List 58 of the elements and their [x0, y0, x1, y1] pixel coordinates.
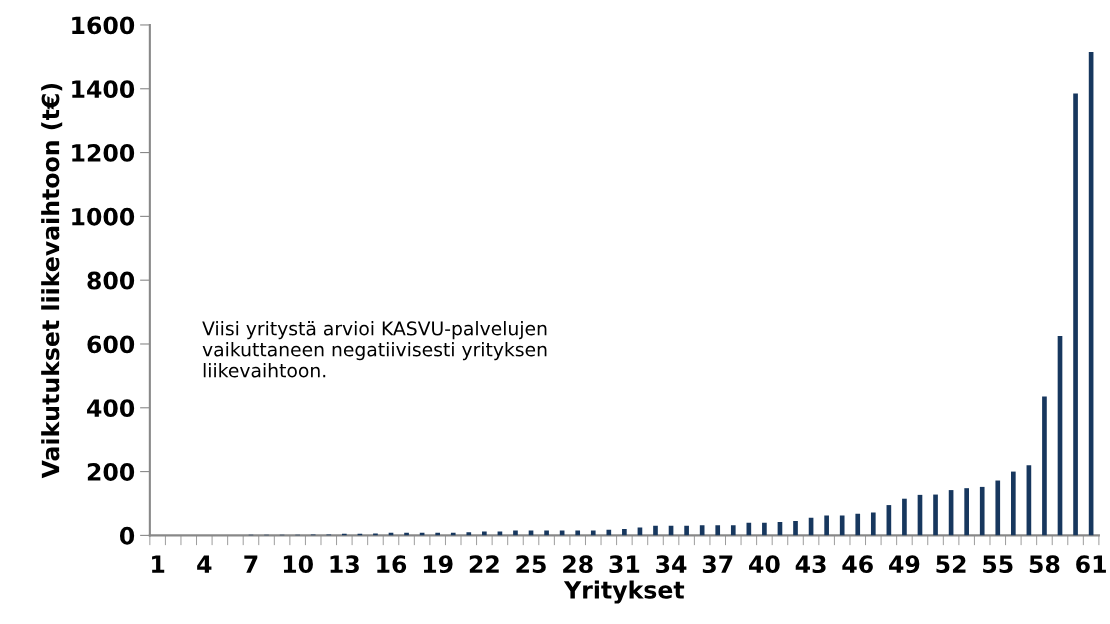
bar — [544, 530, 549, 536]
bar — [995, 480, 1001, 536]
x-tick-label: 49 — [889, 555, 920, 574]
bar — [839, 515, 845, 536]
bar — [1011, 471, 1016, 536]
bar — [902, 498, 907, 536]
x-axis-title: Yritykset — [563, 580, 685, 604]
bar — [575, 530, 581, 536]
x-tick-label: 37 — [702, 555, 733, 574]
y-tick-label: 1600 — [72, 16, 135, 35]
y-tick-label: 0 — [119, 526, 135, 545]
bar — [793, 521, 798, 536]
bar — [762, 522, 767, 536]
x-tick-label: 31 — [609, 555, 640, 574]
x-tick-label: 43 — [795, 555, 826, 574]
bar — [606, 529, 612, 536]
x-tick-label: 46 — [842, 555, 873, 574]
x-tick-label: 19 — [423, 555, 453, 574]
x-tick-label: 55 — [983, 555, 1013, 574]
x-tick-label: 16 — [377, 555, 407, 574]
x-tick-label: 40 — [749, 555, 780, 574]
bar — [964, 488, 969, 536]
x-tick-label: 7 — [244, 555, 258, 573]
x-tick-label: 4 — [197, 555, 212, 573]
bar — [933, 494, 938, 536]
bar — [870, 512, 876, 536]
y-tick-label: 1200 — [72, 144, 135, 162]
y-tick-label: 400 — [87, 399, 135, 418]
y-tick-label: 200 — [87, 463, 135, 481]
y-tick-label: 1400 — [72, 80, 135, 99]
bar — [653, 525, 658, 536]
x-tick-label: 10 — [283, 555, 313, 574]
y-tick-label: 800 — [87, 271, 135, 290]
bar — [855, 513, 861, 536]
bar — [513, 530, 518, 536]
bar — [730, 525, 736, 536]
x-tick-label: 25 — [516, 555, 546, 574]
bar — [1073, 93, 1078, 536]
y-tick-label: 600 — [87, 335, 135, 354]
y-tick-label: 1000 — [72, 207, 135, 226]
bar — [1042, 396, 1047, 536]
bar — [590, 530, 596, 536]
bar — [622, 529, 627, 536]
y-axis-title: Vaikutukset liikevaihtoon (t€) — [41, 83, 63, 479]
x-tick-label: 61 — [1076, 555, 1106, 574]
bar — [979, 486, 985, 536]
annotation: Viisi yritystä arvioi KASVU-palvelujen vaikuttaneen negatiivisesti yrityksen liikevaihtoon. — [202, 321, 547, 378]
x-tick-label: 34 — [656, 555, 687, 574]
x-tick-label: 1 — [152, 555, 165, 573]
bar — [715, 525, 721, 536]
x-tick-label: 13 — [330, 555, 359, 574]
bar — [824, 515, 829, 536]
x-tick-label: 28 — [563, 555, 593, 574]
x-tick-label: 58 — [1029, 555, 1060, 574]
bar — [466, 532, 472, 536]
x-tick-label: 22 — [469, 555, 499, 573]
bar — [684, 525, 689, 536]
x-tick-label: 52 — [936, 555, 966, 574]
